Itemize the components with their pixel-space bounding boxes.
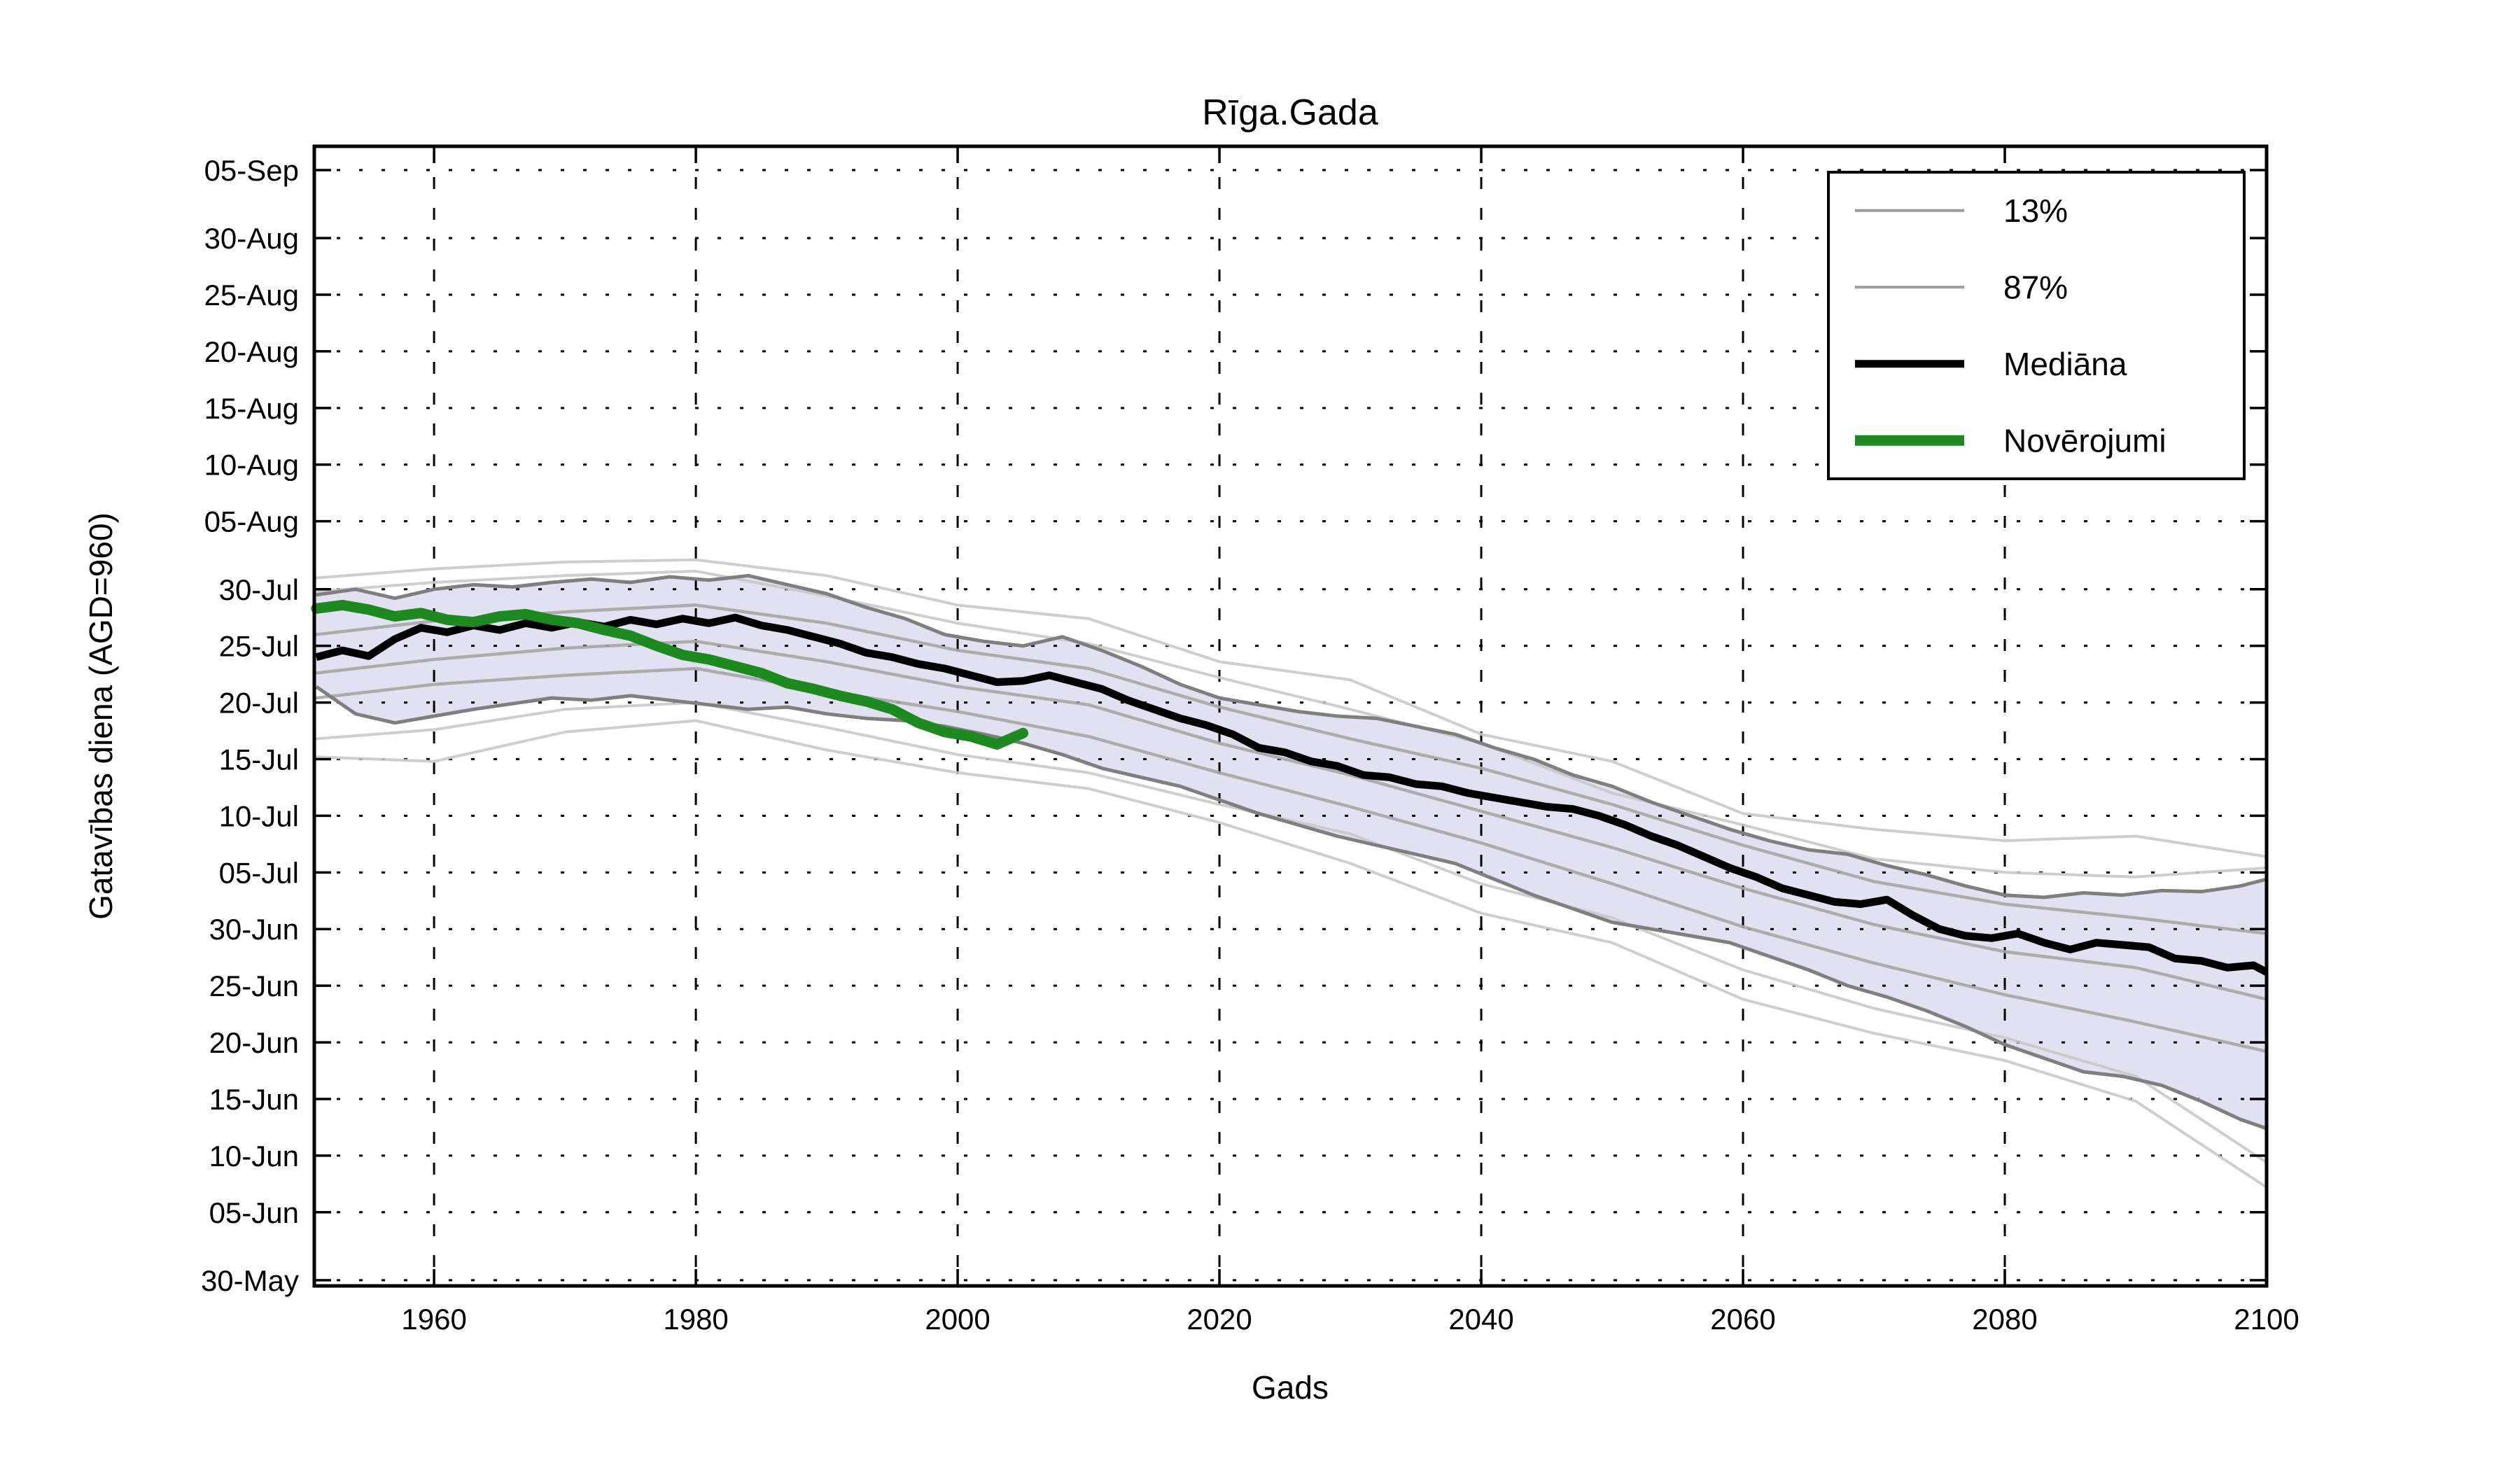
legend-item-87%: 87% [1855, 269, 2068, 305]
legend-label-Novērojumi: Novērojumi [2003, 422, 2166, 458]
x-tick-label-2060: 2060 [1710, 1303, 1775, 1336]
ensemble-mid-2-line [314, 639, 2269, 1001]
y-tick-label-15-Jul: 15-Jul [219, 743, 299, 776]
x-tick-label-2020: 2020 [1186, 1303, 1252, 1336]
ensemble-lower-2-line [314, 719, 2268, 1189]
x-tick-label-2040: 2040 [1448, 1303, 1513, 1336]
y-tick-label-30-Jun: 30-Jun [209, 913, 299, 946]
y-tick-label-30-Jul: 30-Jul [219, 573, 299, 606]
percentile-band-layer [316, 575, 2267, 1129]
p87-line [316, 573, 2267, 899]
p13-line [315, 685, 2267, 1130]
y-tick-label-30-Aug: 30-Aug [204, 222, 299, 255]
y-tick-label-05-Aug: 05-Aug [204, 505, 299, 538]
x-tick-label-1960: 1960 [401, 1303, 466, 1336]
ensemble-lower-1-line [314, 701, 2268, 1164]
y-tick-label-10-Jun: 10-Jun [209, 1140, 299, 1172]
y-tick-label-25-Jul: 25-Jul [219, 630, 299, 663]
percentile-band [316, 575, 2267, 1129]
y-tick-label-15-Aug: 15-Aug [204, 392, 299, 425]
legend-item-Novērojumi: Novērojumi [1855, 422, 2166, 458]
y-tick-label-30-May: 30-May [201, 1264, 299, 1297]
plot-frame [312, 144, 2269, 1288]
y-tick-label-25-Jun: 25-Jun [209, 969, 299, 1002]
x-axis-label: Gads [1252, 1369, 1329, 1406]
data-series [311, 558, 2269, 1189]
x-tick-label-1980: 1980 [663, 1303, 728, 1336]
ensemble-mid-1-line [314, 603, 2269, 935]
ensemble-upper-1-line [314, 558, 2268, 858]
y-axis-label: Gatavības diena (AGD=960) [83, 512, 119, 920]
legend-rows: 13% 87% Mediāna Novērojumi [1855, 192, 2166, 458]
y-tick-label-10-Jul: 10-Jul [219, 799, 299, 832]
legend: 13% 87% Mediāna Novērojumi [1827, 171, 2246, 480]
y-tick-label-05-Jun: 05-Jun [209, 1196, 299, 1229]
y-tick-label-20-Aug: 20-Aug [204, 335, 299, 368]
y-tick-label-10-Aug: 10-Aug [204, 449, 299, 482]
y-tick-label-20-Jun: 20-Jun [209, 1026, 299, 1059]
y-tick-label-05-Jul: 05-Jul [219, 856, 299, 889]
legend-box [1827, 171, 2246, 480]
axis-tick-labels: 05-Sep 30-Aug 25-Aug 20-Aug 15-Aug 10-Aug 05-A… [201, 154, 2300, 1336]
y-tick-label-05-Sep: 05-Sep [204, 154, 299, 187]
x-tick-label-2000: 2000 [925, 1303, 990, 1336]
legend-label-13%: 13% [2003, 192, 2068, 229]
ensemble-upper-2-line [314, 569, 2268, 878]
axes-frame-and-ticks [312, 144, 2269, 1288]
legend-item-Mediāna: Mediāna [1855, 346, 2127, 382]
observations-line [311, 599, 1029, 750]
y-tick-label-15-Jun: 15-Jun [209, 1083, 299, 1116]
legend-item-13%: 13% [1855, 192, 2068, 229]
legend-label-87%: 87% [2003, 269, 2068, 305]
x-tick-label-2080: 2080 [1972, 1303, 2037, 1336]
median-line [315, 613, 2269, 976]
y-tick-label-20-Jul: 20-Jul [219, 687, 299, 720]
ensemble-mid-3-line [314, 666, 2269, 1054]
legend-label-Mediāna: Mediāna [2003, 346, 2127, 382]
chart-title: Rīga.Gada [1202, 92, 1378, 133]
x-tick-label-2100: 2100 [2234, 1303, 2299, 1336]
y-tick-label-25-Aug: 25-Aug [204, 279, 299, 312]
